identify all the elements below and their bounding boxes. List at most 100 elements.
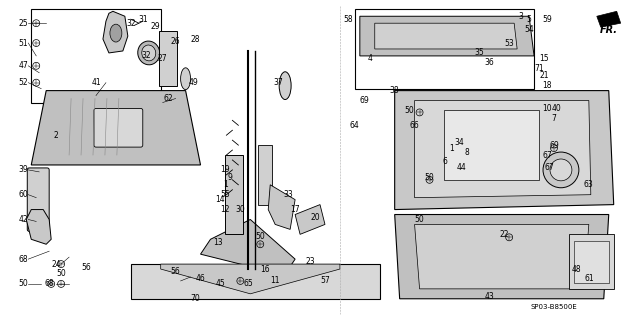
Text: 49: 49 bbox=[189, 78, 198, 87]
Text: 19: 19 bbox=[221, 166, 230, 174]
Text: 41: 41 bbox=[91, 78, 100, 87]
Bar bbox=[159, 31, 177, 85]
Text: 57: 57 bbox=[320, 277, 330, 286]
Text: 28: 28 bbox=[191, 34, 200, 44]
Text: 60: 60 bbox=[19, 190, 28, 199]
Text: 34: 34 bbox=[454, 138, 464, 147]
Text: 27: 27 bbox=[158, 54, 168, 63]
Text: 58: 58 bbox=[343, 15, 353, 24]
Text: 15: 15 bbox=[540, 54, 549, 63]
Text: 4: 4 bbox=[367, 54, 372, 63]
Ellipse shape bbox=[279, 72, 291, 100]
Text: 38: 38 bbox=[390, 86, 399, 95]
Text: 46: 46 bbox=[196, 274, 205, 284]
Text: 44: 44 bbox=[456, 163, 467, 173]
Text: 8: 8 bbox=[465, 148, 470, 157]
Circle shape bbox=[550, 159, 572, 181]
Text: 50: 50 bbox=[415, 215, 424, 224]
Polygon shape bbox=[131, 264, 380, 299]
Text: 53: 53 bbox=[504, 39, 514, 48]
Polygon shape bbox=[395, 214, 609, 299]
Polygon shape bbox=[161, 264, 340, 294]
Text: 68: 68 bbox=[19, 255, 28, 263]
Text: 69: 69 bbox=[549, 141, 559, 150]
Text: 17: 17 bbox=[291, 205, 300, 214]
Text: 11: 11 bbox=[271, 277, 280, 286]
Bar bbox=[355, 9, 534, 89]
Text: 32: 32 bbox=[126, 19, 136, 28]
Bar bbox=[444, 110, 539, 180]
Text: 65: 65 bbox=[243, 279, 253, 288]
Text: 22: 22 bbox=[499, 230, 509, 239]
Text: SP03-B8500E: SP03-B8500E bbox=[531, 304, 577, 310]
Text: 25: 25 bbox=[19, 19, 28, 28]
Text: 33: 33 bbox=[284, 190, 293, 199]
Text: 67: 67 bbox=[544, 163, 554, 173]
Polygon shape bbox=[268, 185, 295, 229]
Text: 50: 50 bbox=[19, 279, 28, 288]
Text: 18: 18 bbox=[542, 81, 552, 90]
Bar bbox=[31, 9, 161, 103]
Ellipse shape bbox=[180, 68, 191, 90]
Text: 24: 24 bbox=[51, 260, 61, 269]
Text: 7: 7 bbox=[552, 114, 556, 123]
Text: 14: 14 bbox=[216, 195, 225, 204]
Ellipse shape bbox=[110, 24, 122, 42]
Text: 50: 50 bbox=[404, 106, 415, 115]
Bar bbox=[569, 234, 614, 289]
Polygon shape bbox=[596, 11, 621, 27]
Polygon shape bbox=[415, 100, 591, 198]
Text: 45: 45 bbox=[216, 279, 225, 288]
Polygon shape bbox=[395, 91, 614, 210]
Text: 12: 12 bbox=[221, 205, 230, 214]
Text: 50: 50 bbox=[56, 270, 66, 278]
Text: 1: 1 bbox=[223, 180, 228, 189]
Text: 39: 39 bbox=[19, 166, 28, 174]
Text: 23: 23 bbox=[305, 256, 315, 266]
Text: 56: 56 bbox=[171, 266, 180, 276]
Text: 55: 55 bbox=[221, 190, 230, 199]
Text: 52: 52 bbox=[19, 78, 28, 87]
Text: 20: 20 bbox=[310, 213, 320, 222]
Text: 42: 42 bbox=[19, 215, 28, 224]
Text: 2: 2 bbox=[54, 131, 58, 140]
Text: 26: 26 bbox=[171, 37, 180, 46]
Text: 6: 6 bbox=[442, 158, 447, 167]
Text: 71: 71 bbox=[534, 64, 544, 73]
Text: 61: 61 bbox=[584, 274, 594, 284]
Text: 54: 54 bbox=[524, 25, 534, 33]
Polygon shape bbox=[295, 204, 325, 234]
Text: 9: 9 bbox=[228, 173, 233, 182]
Text: 48: 48 bbox=[572, 264, 582, 273]
Text: 50: 50 bbox=[255, 232, 265, 241]
Polygon shape bbox=[103, 11, 128, 53]
Text: 10: 10 bbox=[542, 104, 552, 113]
Text: 59: 59 bbox=[542, 15, 552, 24]
Text: 43: 43 bbox=[484, 292, 494, 301]
Text: 16: 16 bbox=[260, 264, 270, 273]
Polygon shape bbox=[26, 210, 51, 244]
Text: 29: 29 bbox=[151, 22, 161, 31]
Text: 5: 5 bbox=[527, 15, 532, 24]
Text: 68: 68 bbox=[44, 279, 54, 288]
Text: 31: 31 bbox=[138, 15, 148, 24]
Text: 64: 64 bbox=[350, 121, 360, 130]
Text: 35: 35 bbox=[474, 48, 484, 57]
Circle shape bbox=[543, 152, 579, 188]
Bar bbox=[574, 241, 609, 283]
Polygon shape bbox=[200, 219, 295, 274]
Text: 37: 37 bbox=[273, 78, 283, 87]
Polygon shape bbox=[375, 23, 517, 49]
FancyBboxPatch shape bbox=[94, 108, 143, 147]
Text: 67: 67 bbox=[542, 151, 552, 160]
Text: 30: 30 bbox=[236, 205, 245, 214]
Text: 66: 66 bbox=[410, 121, 419, 130]
Text: 69: 69 bbox=[360, 96, 370, 105]
Text: 13: 13 bbox=[214, 238, 223, 247]
Text: 1: 1 bbox=[449, 144, 454, 152]
Text: 40: 40 bbox=[552, 104, 562, 113]
Text: 21: 21 bbox=[540, 71, 548, 80]
Polygon shape bbox=[415, 225, 589, 289]
Text: 32: 32 bbox=[141, 51, 150, 60]
Polygon shape bbox=[31, 91, 200, 165]
